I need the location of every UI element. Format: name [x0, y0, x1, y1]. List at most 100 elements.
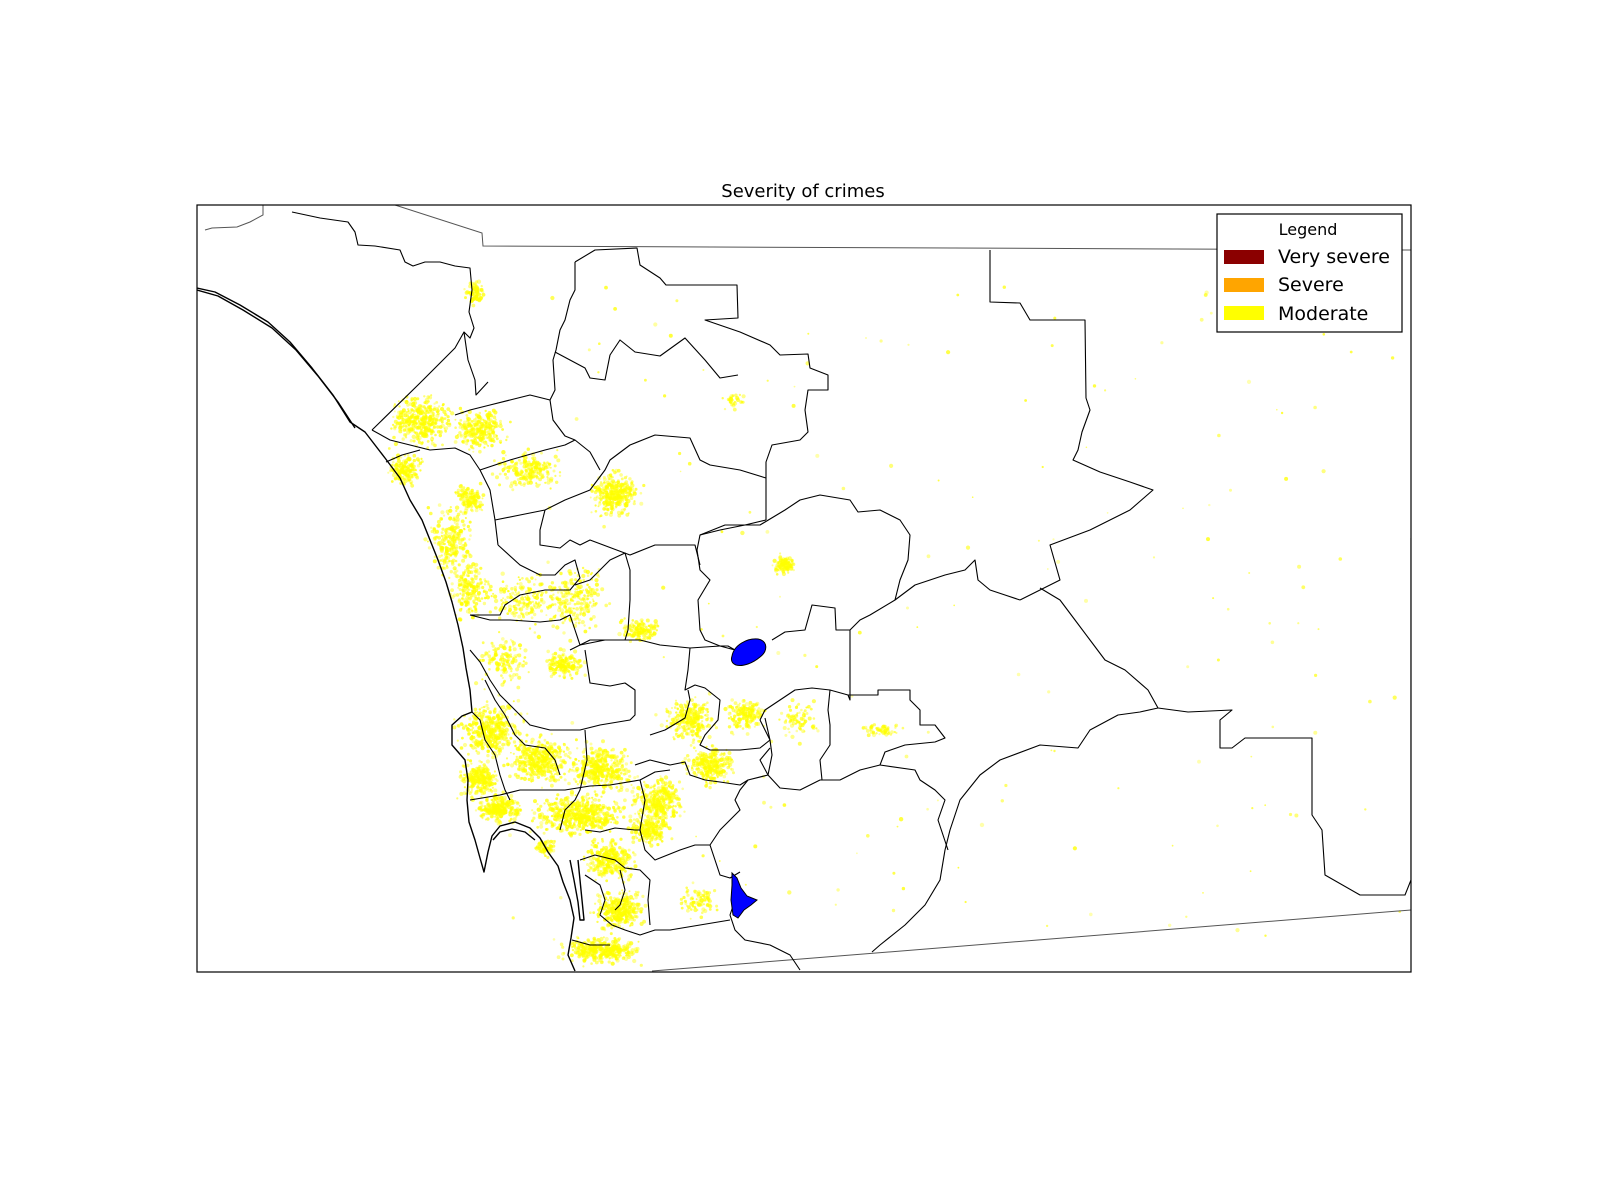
crime-point [503, 472, 507, 476]
crime-point [589, 768, 593, 772]
crime-point [559, 571, 563, 576]
crime-point [468, 773, 472, 777]
crime-point [550, 581, 555, 585]
crime-point [457, 599, 461, 604]
crime-point [485, 443, 488, 446]
crime-point [483, 705, 486, 709]
crime-point [498, 424, 503, 429]
crime-point [442, 403, 445, 406]
crime-point [476, 575, 479, 578]
crime-point [709, 766, 714, 770]
crime-point [415, 426, 420, 430]
crime-point [445, 553, 448, 556]
crime-point [519, 476, 523, 481]
crime-point [399, 410, 404, 415]
crime-point [524, 740, 528, 743]
crime-point [574, 587, 577, 591]
crime-point [404, 427, 409, 432]
crime-point [473, 425, 476, 427]
crime-point [500, 674, 503, 677]
crime-point [436, 412, 440, 416]
crime-point [545, 614, 548, 617]
crime-point [417, 404, 422, 409]
crime-point [729, 711, 732, 715]
crime-point [449, 506, 452, 509]
crime-point [599, 758, 603, 761]
crime-point [691, 740, 695, 745]
crime-point [715, 773, 720, 777]
crime-point [595, 775, 600, 780]
crime-point [694, 696, 697, 699]
crime-point [459, 510, 463, 513]
map-title: Severity of crimes [721, 181, 884, 202]
crime-point [466, 419, 470, 423]
crime-point [476, 591, 482, 596]
crime-point [609, 510, 614, 515]
crime-point [435, 401, 439, 404]
crime-point [490, 429, 495, 434]
crime-point [509, 675, 514, 680]
crime-point [468, 717, 472, 721]
crime-point [722, 763, 726, 768]
crime-point [501, 652, 504, 656]
crime-point [490, 595, 493, 598]
crime-point [615, 767, 621, 772]
crime-point [687, 758, 691, 762]
crime-point [459, 418, 463, 422]
crime-point [475, 280, 479, 284]
crime-point [538, 467, 543, 471]
crime-point [544, 590, 548, 594]
crime-point [741, 727, 745, 730]
crime-point [674, 716, 677, 719]
crime-point [580, 620, 585, 625]
crime-point [397, 400, 400, 403]
crime-point [692, 738, 696, 742]
crime-point [494, 741, 497, 744]
crime-point [594, 749, 599, 754]
crime-point [722, 753, 725, 756]
crime-point [485, 759, 490, 764]
crime-point [553, 742, 557, 746]
crime-point [619, 750, 624, 755]
crime-point [408, 479, 411, 482]
crime-point [462, 791, 467, 796]
crime-point [522, 598, 526, 602]
crime-point [674, 732, 679, 737]
crime-point [463, 528, 466, 531]
crime-point [703, 762, 708, 766]
crime-point [540, 786, 544, 789]
crime-point [419, 417, 424, 421]
crime-point [589, 573, 593, 576]
crime-point [576, 616, 579, 620]
crime-point [460, 537, 464, 542]
crime-point [623, 476, 628, 480]
crime-point [493, 709, 497, 714]
crime-point [478, 781, 481, 784]
crime-point [504, 454, 507, 457]
crime-point [467, 570, 472, 575]
crime-point [519, 647, 522, 650]
crime-point [693, 711, 697, 715]
crime-point [442, 559, 447, 564]
crime-point [710, 757, 713, 759]
crime-point [616, 479, 620, 483]
crime-point [470, 762, 473, 765]
crime-point [646, 637, 649, 640]
crime-point [563, 595, 567, 599]
crime-point [430, 437, 434, 442]
crime-point [485, 716, 488, 719]
crime-point [753, 725, 756, 728]
crime-point [525, 478, 529, 482]
crime-point [527, 467, 530, 471]
crime-point [546, 560, 550, 564]
crime-point [499, 658, 503, 662]
crime-point [592, 615, 596, 619]
crime-point [439, 430, 443, 434]
crime-point [484, 409, 487, 413]
crime-point [409, 458, 412, 461]
crime-point [401, 421, 405, 425]
crime-point [501, 637, 505, 641]
crime-point [524, 468, 528, 472]
crime-point [541, 767, 546, 772]
crime-point [477, 712, 482, 718]
